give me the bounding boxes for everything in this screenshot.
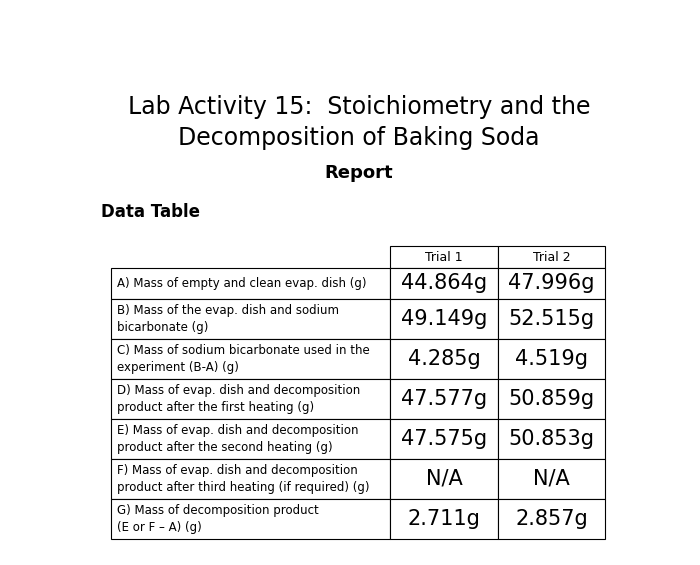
Text: 4.285g: 4.285g [407, 349, 480, 369]
Text: F) Mass of evap. dish and decomposition
product after third heating (if required: F) Mass of evap. dish and decomposition … [117, 464, 370, 494]
Bar [498, 419, 606, 459]
Text: Decomposition of Baking Soda: Decomposition of Baking Soda [178, 125, 540, 150]
Text: 49.149g: 49.149g [401, 309, 487, 329]
Bar [390, 459, 498, 499]
Text: Report: Report [324, 164, 393, 182]
Text: 50.859g: 50.859g [509, 389, 595, 409]
Text: Trial 1: Trial 1 [425, 251, 463, 264]
Text: B) Mass of the evap. dish and sodium
bicarbonate (g): B) Mass of the evap. dish and sodium bic… [117, 304, 339, 333]
Text: 50.853g: 50.853g [509, 429, 595, 449]
Bar [498, 268, 606, 299]
Bar [390, 299, 498, 339]
Text: E) Mass of evap. dish and decomposition
product after the second heating (g): E) Mass of evap. dish and decomposition … [117, 424, 358, 454]
Text: Data Table: Data Table [102, 202, 200, 220]
Bar [111, 246, 390, 268]
Bar [498, 379, 606, 419]
Text: N/A: N/A [533, 469, 570, 489]
Bar [111, 339, 390, 379]
Bar [111, 268, 390, 299]
Bar [390, 268, 498, 299]
Text: 47.575g: 47.575g [401, 429, 487, 449]
Bar [390, 246, 498, 268]
Text: G) Mass of decomposition product
(E or F – A) (g): G) Mass of decomposition product (E or F… [117, 505, 318, 534]
Bar [498, 459, 606, 499]
Text: 44.864g: 44.864g [401, 273, 487, 293]
Bar [498, 246, 606, 268]
Bar [111, 499, 390, 539]
Text: 2.711g: 2.711g [407, 509, 480, 529]
Bar [111, 379, 390, 419]
Bar [111, 459, 390, 499]
Bar [390, 419, 498, 459]
Bar [111, 299, 390, 339]
Bar [498, 299, 606, 339]
Text: 4.519g: 4.519g [515, 349, 588, 369]
Text: 47.577g: 47.577g [401, 389, 487, 409]
Bar [111, 419, 390, 459]
Text: 47.996g: 47.996g [508, 273, 595, 293]
Bar [498, 339, 606, 379]
Bar [390, 379, 498, 419]
Text: 2.857g: 2.857g [515, 509, 588, 529]
Text: C) Mass of sodium bicarbonate used in the
experiment (B-A) (g): C) Mass of sodium bicarbonate used in th… [117, 344, 370, 373]
Text: N/A: N/A [426, 469, 463, 489]
Text: 52.515g: 52.515g [509, 309, 595, 329]
Bar [498, 499, 606, 539]
Text: Trial 2: Trial 2 [533, 251, 570, 264]
Text: Lab Activity 15:  Stoichiometry and the: Lab Activity 15: Stoichiometry and the [127, 95, 590, 119]
Text: D) Mass of evap. dish and decomposition
product after the first heating (g): D) Mass of evap. dish and decomposition … [117, 384, 360, 414]
Bar [390, 339, 498, 379]
Bar [390, 499, 498, 539]
Text: A) Mass of empty and clean evap. dish (g): A) Mass of empty and clean evap. dish (g… [117, 277, 367, 290]
